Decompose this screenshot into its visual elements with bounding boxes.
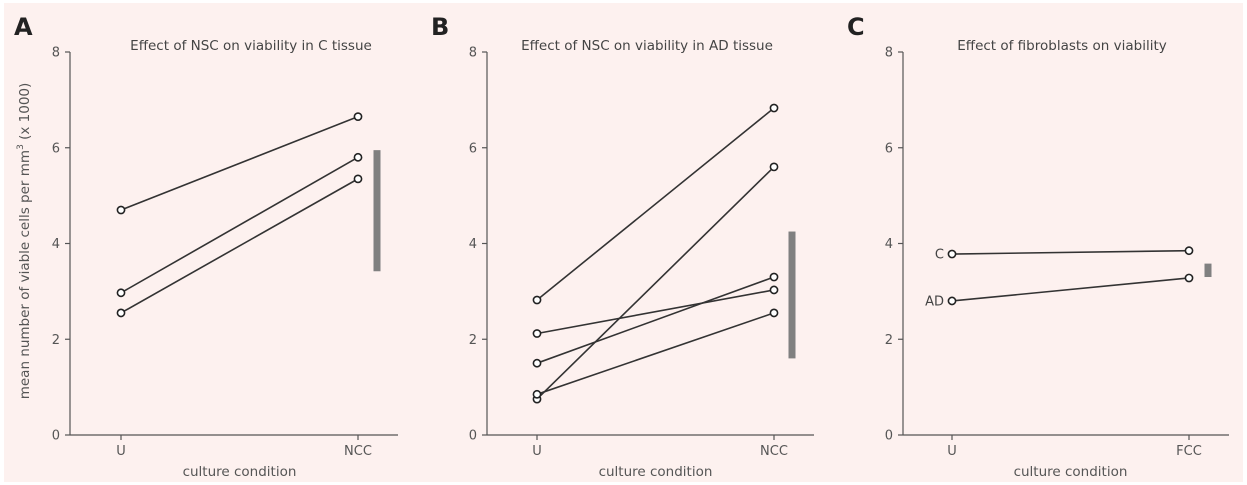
chart-title-a: Effect of NSC on viability in C tissue <box>130 38 372 54</box>
panel-letter-c: C <box>847 13 865 41</box>
y-tick-label: 6 <box>885 141 893 156</box>
data-point <box>353 174 363 184</box>
y-tick-label: 2 <box>885 333 893 348</box>
series-line <box>536 276 775 364</box>
y-tick-label: 0 <box>469 429 477 444</box>
y-tick-label: 4 <box>52 237 60 252</box>
series-line <box>536 107 775 301</box>
series-line <box>120 115 359 211</box>
data-point <box>769 103 779 113</box>
y-tick-label: 0 <box>52 429 60 444</box>
x-tick-label: U <box>947 444 957 459</box>
y-tick-label: 6 <box>469 141 477 156</box>
chart-canvas: A Effect of NSC on viability in C tissue 0… <box>14 13 1229 480</box>
y-tick-label: 8 <box>52 46 60 61</box>
y-axis-label: mean number of viable cells per mm3 (x 1… <box>16 83 33 400</box>
series-line <box>536 312 775 396</box>
data-point <box>116 288 126 298</box>
series-line <box>951 277 1190 302</box>
series-line <box>536 166 775 400</box>
series-line <box>120 178 359 314</box>
data-point <box>532 295 542 305</box>
y-tick-label: 0 <box>885 429 893 444</box>
data-point <box>769 285 779 295</box>
y-tick-label: 8 <box>885 46 893 61</box>
figure: A Effect of NSC on viability in C tissue 0… <box>4 3 1243 482</box>
data-point <box>769 162 779 172</box>
y-tick-label: 4 <box>469 237 477 252</box>
panel-a: A Effect of NSC on viability in C tissue 0… <box>14 13 398 480</box>
x-axis-label-a: culture condition <box>183 464 297 480</box>
data-point <box>769 272 779 282</box>
y-tick-label: 8 <box>469 46 477 61</box>
x-axis-label-b: culture condition <box>599 464 713 480</box>
y-tick-label: 2 <box>469 333 477 348</box>
y-tick-label: 4 <box>885 237 893 252</box>
data-point <box>769 308 779 318</box>
data-point <box>947 296 957 306</box>
range-bar <box>1204 263 1212 278</box>
data-point <box>1184 273 1194 283</box>
panel-letter-b: B <box>431 13 449 41</box>
data-point <box>353 152 363 162</box>
x-tick-label: NCC <box>344 444 372 459</box>
data-point <box>532 389 542 399</box>
range-bar <box>788 231 796 359</box>
data-point <box>532 358 542 368</box>
data-point <box>116 205 126 215</box>
chart-title-c: Effect of fibroblasts on viability <box>957 38 1167 54</box>
series-line <box>951 249 1190 255</box>
data-point <box>532 329 542 338</box>
series-line <box>120 156 359 294</box>
series-label: AD <box>925 294 944 309</box>
range-bar <box>373 150 381 272</box>
x-tick-label: FCC <box>1176 444 1202 459</box>
series-label: C <box>935 248 944 263</box>
panel-c: C Effect of fibroblasts on viability 0 2 4 6 8… <box>847 13 1229 480</box>
chart-title-b: Effect of NSC on viability in AD tissue <box>521 38 773 54</box>
data-point <box>353 112 363 122</box>
data-point <box>116 308 126 318</box>
y-tick-label: 6 <box>52 141 60 156</box>
data-point <box>1184 246 1194 256</box>
panel-letter-a: A <box>14 13 33 41</box>
x-tick-label: NCC <box>760 444 788 459</box>
series-line <box>536 289 775 335</box>
x-tick-label: U <box>116 444 126 459</box>
panel-b: B Effect of NSC on viability in AD tissue… <box>431 13 814 480</box>
y-tick-label: 2 <box>52 333 60 348</box>
x-axis-label-c: culture condition <box>1014 464 1128 480</box>
data-point <box>947 249 957 259</box>
x-tick-label: U <box>532 444 542 459</box>
